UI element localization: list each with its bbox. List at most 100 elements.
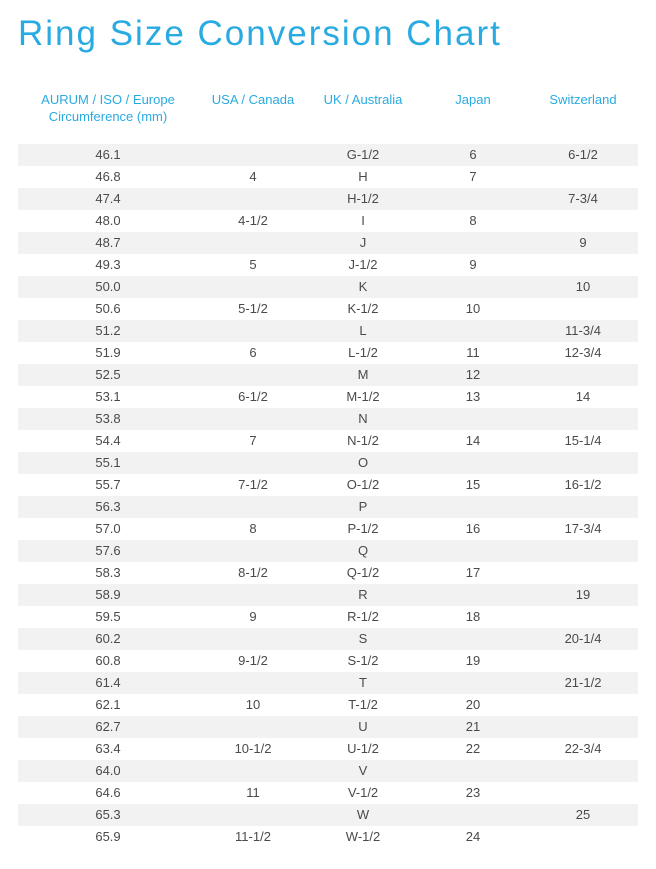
table-cell: 16 [418,518,528,540]
table-cell [528,408,638,430]
table-cell [528,562,638,584]
table-row: 60.89-1/2S-1/219 [18,650,638,672]
table-cell: 6 [418,144,528,166]
table-cell: 17-3/4 [528,518,638,540]
table-cell: 50.6 [18,298,198,320]
table-cell [528,166,638,188]
table-cell: W [308,804,418,826]
table-cell: H-1/2 [308,188,418,210]
table-cell: 9 [528,232,638,254]
table-cell: 13 [418,386,528,408]
table-row: 57.6Q [18,540,638,562]
table-cell: 7-1/2 [198,474,308,496]
table-cell: 11-3/4 [528,320,638,342]
table-cell: W-1/2 [308,826,418,848]
table-cell: 10-1/2 [198,738,308,760]
table-cell: 8 [418,210,528,232]
table-row: 55.1O [18,452,638,474]
col-header-usa: USA / Canada [198,88,308,144]
table-row: 64.611V-1/223 [18,782,638,804]
table-cell [528,298,638,320]
table-cell: 64.0 [18,760,198,782]
table-cell: 14 [418,430,528,452]
table-cell [528,826,638,848]
table-row: 53.8N [18,408,638,430]
table-row: 59.59R-1/218 [18,606,638,628]
table-cell [418,584,528,606]
table-cell: 19 [418,650,528,672]
table-cell: O [308,452,418,474]
table-cell [418,452,528,474]
table-cell: 11 [198,782,308,804]
table-cell: 52.5 [18,364,198,386]
table-row: 58.38-1/2Q-1/217 [18,562,638,584]
table-cell: 4-1/2 [198,210,308,232]
table-row: 65.3W25 [18,804,638,826]
table-cell [528,540,638,562]
table-cell [198,628,308,650]
table-cell [418,188,528,210]
table-cell: 48.0 [18,210,198,232]
table-cell: 14 [528,386,638,408]
table-cell [418,628,528,650]
table-cell: 50.0 [18,276,198,298]
table-cell [528,606,638,628]
table-cell: 6-1/2 [528,144,638,166]
table-cell: S [308,628,418,650]
table-cell: S-1/2 [308,650,418,672]
table-cell [198,320,308,342]
table-row: 51.2L11-3/4 [18,320,638,342]
table-cell: 64.6 [18,782,198,804]
table-cell [528,254,638,276]
table-cell [418,408,528,430]
table-cell [198,584,308,606]
table-cell [198,496,308,518]
table-cell: 46.1 [18,144,198,166]
table-cell: 20 [418,694,528,716]
table-cell: M-1/2 [308,386,418,408]
table-cell: 62.7 [18,716,198,738]
table-cell: V [308,760,418,782]
table-cell: 12 [418,364,528,386]
table-cell [418,276,528,298]
table-cell [418,760,528,782]
table-cell: R [308,584,418,606]
table-cell: 17 [418,562,528,584]
table-row: 47.4H-1/27-3/4 [18,188,638,210]
table-cell: 51.2 [18,320,198,342]
table-cell: K-1/2 [308,298,418,320]
table-cell: 16-1/2 [528,474,638,496]
table-cell: U-1/2 [308,738,418,760]
table-cell: I [308,210,418,232]
table-cell [528,452,638,474]
table-cell: 11-1/2 [198,826,308,848]
table-cell [198,804,308,826]
table-cell: 65.3 [18,804,198,826]
col-header-uk: UK / Australia [308,88,418,144]
table-cell: 58.3 [18,562,198,584]
table-cell: 9 [418,254,528,276]
table-cell: 20-1/4 [528,628,638,650]
table-cell: 6-1/2 [198,386,308,408]
table-row: 54.47N-1/21415-1/4 [18,430,638,452]
table-row: 50.0K10 [18,276,638,298]
table-row: 52.5 M12 [18,364,638,386]
table-row: 49.35J-1/29 [18,254,638,276]
table-cell: M [308,364,418,386]
table-cell: 4 [198,166,308,188]
table-cell: 60.8 [18,650,198,672]
table-cell [528,210,638,232]
table-cell: 58.9 [18,584,198,606]
table-row: 48.7J9 [18,232,638,254]
table-cell: 10 [528,276,638,298]
table-cell: 18 [418,606,528,628]
chart-container: Ring Size Conversion Chart AURUM / ISO /… [0,0,656,858]
table-cell: 65.9 [18,826,198,848]
table-row: 51.96L-1/21112-3/4 [18,342,638,364]
table-cell [198,188,308,210]
table-cell: 11 [418,342,528,364]
table-cell: 53.8 [18,408,198,430]
table-row: 56.3P [18,496,638,518]
table-cell [198,716,308,738]
table-cell [418,672,528,694]
